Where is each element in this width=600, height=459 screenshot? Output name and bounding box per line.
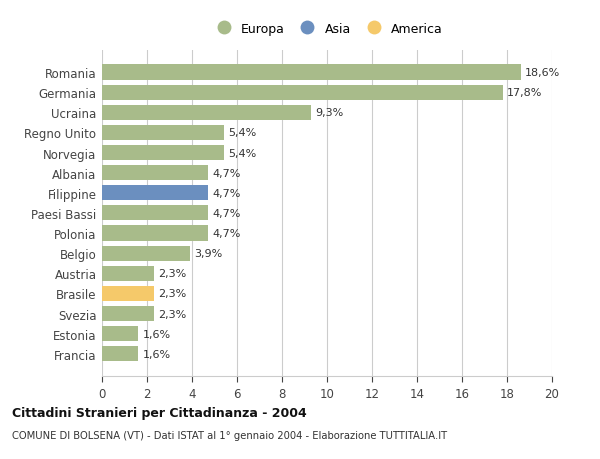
Bar [102,106,311,121]
Text: 2,3%: 2,3% [158,289,187,299]
Bar [102,206,208,221]
Text: 4,7%: 4,7% [212,208,241,218]
Bar [102,65,521,80]
Bar [102,306,154,321]
Text: 5,4%: 5,4% [228,148,256,158]
Bar [102,286,154,301]
Text: 18,6%: 18,6% [525,68,560,78]
Text: 9,3%: 9,3% [316,108,344,118]
Text: 3,9%: 3,9% [194,249,223,258]
Text: 17,8%: 17,8% [507,88,542,98]
Bar [102,347,138,362]
Text: 2,3%: 2,3% [158,309,187,319]
Bar [102,166,208,181]
Text: 4,7%: 4,7% [212,168,241,178]
Text: 4,7%: 4,7% [212,229,241,239]
Text: 1,6%: 1,6% [143,349,170,359]
Text: 1,6%: 1,6% [143,329,170,339]
Text: 2,3%: 2,3% [158,269,187,279]
Bar [102,186,208,201]
Bar [102,266,154,281]
Text: COMUNE DI BOLSENA (VT) - Dati ISTAT al 1° gennaio 2004 - Elaborazione TUTTITALIA: COMUNE DI BOLSENA (VT) - Dati ISTAT al 1… [12,431,447,441]
Bar [102,146,224,161]
Bar [102,85,503,101]
Bar [102,226,208,241]
Text: Cittadini Stranieri per Cittadinanza - 2004: Cittadini Stranieri per Cittadinanza - 2… [12,406,307,419]
Legend: Europa, Asia, America: Europa, Asia, America [206,17,448,40]
Text: 5,4%: 5,4% [228,128,256,138]
Bar [102,126,224,140]
Bar [102,326,138,341]
Text: 4,7%: 4,7% [212,188,241,198]
Bar [102,246,190,261]
